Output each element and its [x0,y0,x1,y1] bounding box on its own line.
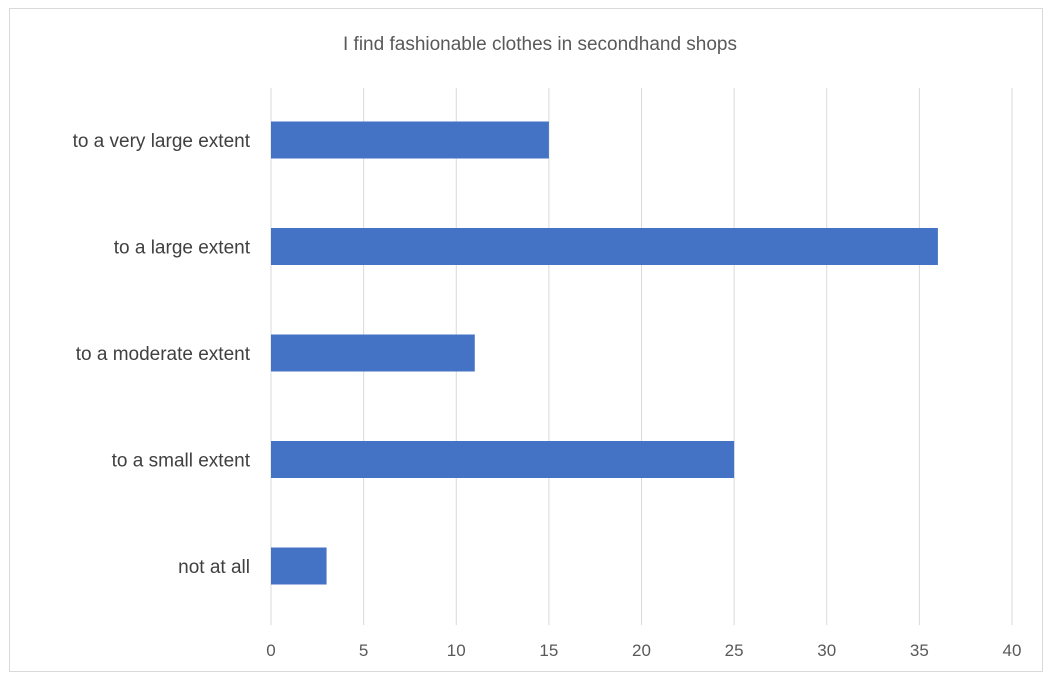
category-label: not at all [178,557,250,578]
bar [271,334,475,372]
chart-title: I find fashionable clothes in secondhand… [343,34,737,55]
x-tick-labels: 0 5 10 15 20 25 30 35 40 [266,641,1021,660]
category-label: to a small extent [112,451,251,472]
x-tick-label: 0 [266,641,275,660]
bar [271,228,938,265]
x-tick-label: 20 [632,641,651,660]
gridlines [270,88,1013,625]
bar [271,121,549,159]
category-labels: to a very large extent to a large extent t… [73,131,251,578]
category-label: to a moderate extent [76,344,251,365]
category-label: to a large extent [114,238,251,259]
bars [271,121,938,585]
x-tick-label: 40 [1003,641,1022,660]
x-tick-label: 35 [910,641,929,660]
category-label: to a very large extent [73,131,251,152]
x-tick-label: 5 [359,641,368,660]
chart-frame [9,8,1043,672]
x-tick-label: 15 [539,641,558,660]
bar [271,547,327,585]
x-tick-label: 25 [725,641,744,660]
bar [271,441,735,478]
x-tick-label: 30 [817,641,836,660]
x-tick-label: 10 [447,641,466,660]
